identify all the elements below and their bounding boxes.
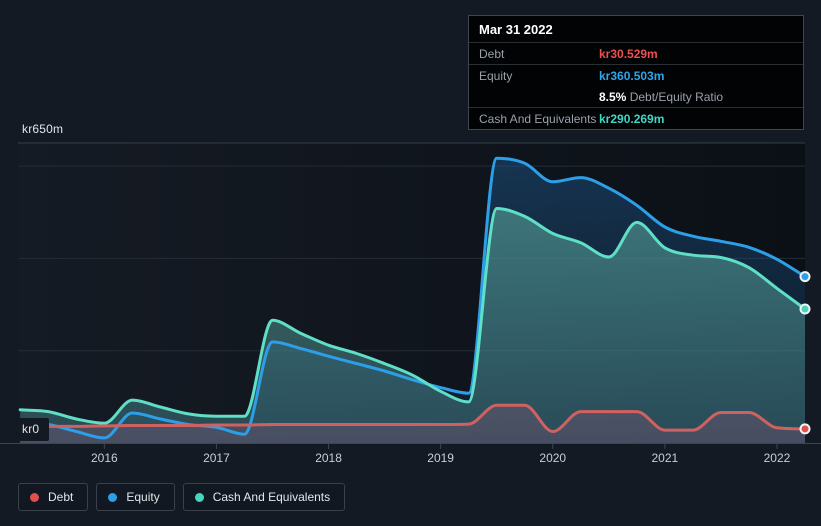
tooltip-cash-value: kr290.269m bbox=[599, 112, 665, 126]
legend-debt-label: Debt bbox=[48, 490, 74, 504]
tooltip-cash-label: Cash And Equivalents bbox=[479, 112, 597, 126]
tooltip-row-cash: Cash And Equivalents kr290.269m bbox=[469, 108, 803, 129]
debt-line bbox=[18, 403, 807, 433]
debt-area bbox=[20, 405, 805, 443]
tooltip-equity-label: Equity bbox=[479, 69, 513, 83]
equity-last-point-marker[interactable] bbox=[799, 271, 811, 283]
debt-dot-icon bbox=[30, 492, 39, 502]
legend-cash-label: Cash And Equivalents bbox=[212, 490, 331, 504]
x-axis-year-label: 2021 bbox=[652, 451, 679, 465]
tooltip-row-equity: Equity kr360.503m bbox=[469, 65, 803, 86]
tooltip-date: Mar 31 2022 bbox=[469, 16, 803, 43]
x-axis-year-label: 2017 bbox=[203, 451, 230, 465]
legend-item-cash[interactable]: Cash And Equivalents bbox=[182, 483, 346, 511]
y-axis-max-label: kr650m bbox=[22, 122, 64, 136]
equity-line bbox=[18, 156, 807, 440]
chart-tooltip: Mar 31 2022 Debt kr30.529m Equity kr360.… bbox=[468, 15, 804, 130]
tooltip-row-ratio: 8.5% Debt/Equity Ratio bbox=[469, 86, 803, 108]
cash-line bbox=[18, 207, 807, 425]
equity-dot-icon bbox=[108, 492, 118, 502]
x-axis-year-label: 2019 bbox=[427, 451, 454, 465]
cash-last-point-marker[interactable] bbox=[799, 303, 811, 315]
x-axis-year-label: 2018 bbox=[315, 451, 342, 465]
y-axis-zero-label: kr0 bbox=[12, 418, 50, 441]
tooltip-debt-label: Debt bbox=[479, 47, 505, 61]
tooltip-row-debt: Debt kr30.529m bbox=[469, 43, 803, 65]
cash-dot-icon bbox=[194, 492, 204, 502]
x-axis-year-label: 2020 bbox=[539, 451, 566, 465]
tooltip-debt-equity-ratio: 8.5% Debt/Equity Ratio bbox=[599, 90, 724, 104]
chart-legend: Debt Equity Cash And Equivalents bbox=[18, 483, 346, 511]
cash-area bbox=[20, 208, 805, 443]
legend-item-debt[interactable]: Debt bbox=[18, 483, 89, 511]
tooltip-equity-value: kr360.503m bbox=[599, 69, 665, 83]
tooltip-debt-value: kr30.529m bbox=[599, 47, 658, 61]
x-axis-year-label: 2022 bbox=[764, 451, 791, 465]
x-axis-year-label: 2016 bbox=[91, 451, 118, 465]
debt-last-point-marker[interactable] bbox=[799, 423, 811, 435]
legend-item-equity[interactable]: Equity bbox=[96, 483, 175, 511]
legend-equity-label: Equity bbox=[126, 490, 160, 504]
